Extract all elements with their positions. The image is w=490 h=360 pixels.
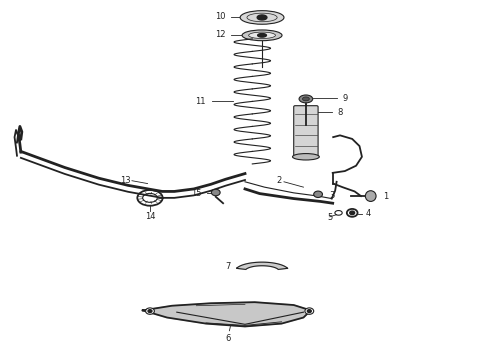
Ellipse shape xyxy=(146,308,154,314)
Polygon shape xyxy=(237,262,288,269)
Ellipse shape xyxy=(299,95,313,103)
Text: 2: 2 xyxy=(276,176,282,185)
Text: 9: 9 xyxy=(343,94,348,103)
Ellipse shape xyxy=(314,191,322,198)
Text: 3: 3 xyxy=(329,191,334,200)
Text: 15: 15 xyxy=(191,189,201,198)
Ellipse shape xyxy=(307,310,311,312)
Ellipse shape xyxy=(240,11,284,24)
FancyBboxPatch shape xyxy=(294,106,318,158)
Text: 6: 6 xyxy=(225,334,231,343)
Text: 10: 10 xyxy=(215,12,225,21)
Text: 11: 11 xyxy=(196,97,206,106)
Text: 13: 13 xyxy=(120,176,130,185)
Ellipse shape xyxy=(366,191,376,202)
Text: 8: 8 xyxy=(338,108,343,117)
Ellipse shape xyxy=(302,97,309,101)
Text: 12: 12 xyxy=(215,30,225,39)
Text: 7: 7 xyxy=(225,262,230,271)
Ellipse shape xyxy=(257,15,267,20)
Ellipse shape xyxy=(248,32,275,39)
Ellipse shape xyxy=(258,33,267,37)
Ellipse shape xyxy=(305,308,314,314)
Polygon shape xyxy=(143,302,311,327)
Text: 14: 14 xyxy=(145,212,155,221)
Ellipse shape xyxy=(148,310,152,312)
Text: 1: 1 xyxy=(383,192,389,201)
Ellipse shape xyxy=(242,30,282,41)
Text: 4: 4 xyxy=(366,210,371,219)
Ellipse shape xyxy=(350,211,355,215)
Ellipse shape xyxy=(293,154,319,160)
Text: 5: 5 xyxy=(327,213,333,222)
Ellipse shape xyxy=(211,189,220,196)
